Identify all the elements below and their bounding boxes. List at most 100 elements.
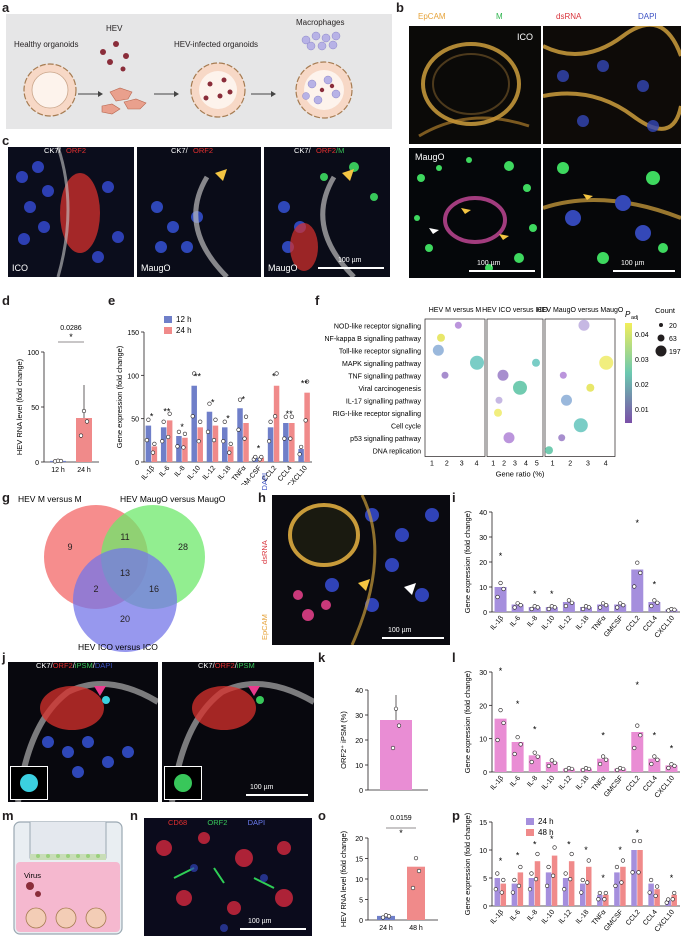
e-legend-swatch-1 xyxy=(164,327,172,334)
e-8-0-dot-0 xyxy=(266,439,272,444)
i-star-8: * xyxy=(636,518,640,528)
e-2-1-dot-1 xyxy=(182,431,188,436)
f-padj-tick-3: 0.01 xyxy=(635,407,649,414)
cells-icon xyxy=(101,87,147,115)
k-ytick-label-2: 20 xyxy=(355,738,363,745)
e-6-0-dot-0 xyxy=(236,427,241,432)
i-5-dot-2 xyxy=(586,605,592,610)
i-bar-8 xyxy=(631,569,644,612)
p-bar-9-0 xyxy=(648,883,654,906)
f-pathway-7: RIG-I-like receptor signalling xyxy=(333,411,421,418)
f-point-2-5 xyxy=(573,418,588,433)
i-ytick-label-1: 10 xyxy=(479,585,487,592)
f-point-2-6 xyxy=(558,434,566,442)
p-2-1-dot-1 xyxy=(535,851,540,857)
o-ytick-label-3: 15 xyxy=(355,857,363,864)
panel-a-schematic: Healthy organoids HEV HEV-infected organ… xyxy=(6,14,392,129)
e-4-0-dot-0 xyxy=(205,429,211,434)
p-bar-0-1 xyxy=(500,883,507,906)
f-xtick-2-1: 2 xyxy=(568,461,572,468)
label-virus: Virus xyxy=(24,871,41,880)
label-c-maugo-1: MaugO xyxy=(141,263,171,273)
p-xlabel-3: IL-10 xyxy=(541,909,557,926)
p-bar-4-0 xyxy=(562,878,569,906)
chart-l: 0 10 20 30 Gene expression (fold change) * * * *… xyxy=(463,666,680,800)
c-title-1b: ORF2 xyxy=(66,147,87,155)
panel-letter-p: p xyxy=(452,808,460,823)
p-6-0-dot-1 xyxy=(597,890,602,896)
p-xlabel-6: TNFα xyxy=(591,909,608,927)
e-legend-label-1: 24 h xyxy=(176,326,192,335)
d-1-dot-2 xyxy=(84,419,90,424)
i-xlabel-6: TNFα xyxy=(591,615,608,633)
p-10-1-dot-1 xyxy=(672,890,677,896)
p-5-1-dot-0 xyxy=(585,880,590,885)
panel-letter-h: h xyxy=(258,490,266,505)
l-10-dot-0 xyxy=(666,765,671,771)
l-2-dot-2 xyxy=(535,754,540,759)
e-star-2: * xyxy=(180,422,184,432)
venn-label-maugo: HEV MaugO versus MaugO xyxy=(120,494,226,504)
l-ylabel: Gene expression (fold change) xyxy=(463,670,472,773)
l-bar-3 xyxy=(545,762,558,772)
f-padj-tick-2: 0.02 xyxy=(635,382,649,389)
i-8-dot-0 xyxy=(632,584,637,589)
i-xlabel-0: IL-1β xyxy=(489,615,505,632)
f-count-tick-1: 63 xyxy=(669,336,677,343)
l-star-1: * xyxy=(516,699,520,709)
e-2-1-dot-0 xyxy=(181,445,186,450)
p-star-0: * xyxy=(499,856,503,866)
d-ytick-label-0: 0 xyxy=(35,460,39,467)
f-header-2: HEV MaugO versus MaugO xyxy=(537,307,624,314)
p-1-1-dot-1 xyxy=(518,864,523,870)
i-ytick-label-0: 0 xyxy=(483,610,487,617)
e-ytick-label-1: 50 xyxy=(131,417,139,424)
p-8-0-dot-0 xyxy=(630,870,635,875)
i-bar-9 xyxy=(648,602,661,612)
i-10-dot-2 xyxy=(672,607,677,612)
p-7-1-dot-1 xyxy=(620,858,626,863)
f-count-circle-0 xyxy=(659,323,663,327)
j-title-1: CK7/ORF2/iPSM/DAPI xyxy=(36,662,113,670)
e-4-1-dot-1 xyxy=(213,417,218,422)
e-3-0-dot-1 xyxy=(192,371,197,376)
p-bar-5-0 xyxy=(580,883,586,906)
f-padj-tick-0: 0.04 xyxy=(635,332,649,339)
k-bar-0 xyxy=(380,720,412,790)
k-0-dot-0 xyxy=(390,745,396,751)
healthy-organoid-icon xyxy=(23,63,77,117)
l-bar-2 xyxy=(528,755,541,772)
l-xlabel-8: CCL2 xyxy=(625,775,642,793)
l-6-dot-0 xyxy=(597,761,603,767)
n-title-cd68: CD68 xyxy=(168,818,188,827)
i-2-dot-0 xyxy=(529,606,534,612)
e-2-0-dot-0 xyxy=(175,444,180,449)
p-bar-2-0 xyxy=(528,878,535,906)
l-star-9: * xyxy=(653,731,657,741)
f-frame-1 xyxy=(486,318,544,457)
i-bar-2 xyxy=(528,607,541,612)
e-9-1-dot-0 xyxy=(288,436,293,441)
p-legend-swatch-1 xyxy=(526,829,534,836)
inset-j-right xyxy=(164,766,202,800)
p-star-6: * xyxy=(601,873,605,883)
i-7-dot-1 xyxy=(618,601,623,606)
p-bar-5-1 xyxy=(586,866,592,906)
e-bar-1-1 xyxy=(166,420,173,462)
e-star-4: * xyxy=(211,398,215,408)
e-star-0: * xyxy=(150,412,154,422)
i-bar-1 xyxy=(511,604,524,612)
i-2-dot-2 xyxy=(535,605,540,610)
scale-bar-n xyxy=(240,928,306,930)
f-pathway-1: NF-kappa B signalling pathway xyxy=(325,336,422,343)
l-0-dot-0 xyxy=(495,737,500,743)
venn-count-maugo-only: 28 xyxy=(178,542,188,552)
i-ytick-label-2: 20 xyxy=(479,560,487,567)
l-bar-8 xyxy=(631,732,644,772)
k-ytick-label-1: 10 xyxy=(355,763,363,770)
l-ytick-label-1: 10 xyxy=(479,737,487,744)
macrophage-organoid-icon xyxy=(295,61,353,119)
l-star-10: * xyxy=(670,743,674,753)
